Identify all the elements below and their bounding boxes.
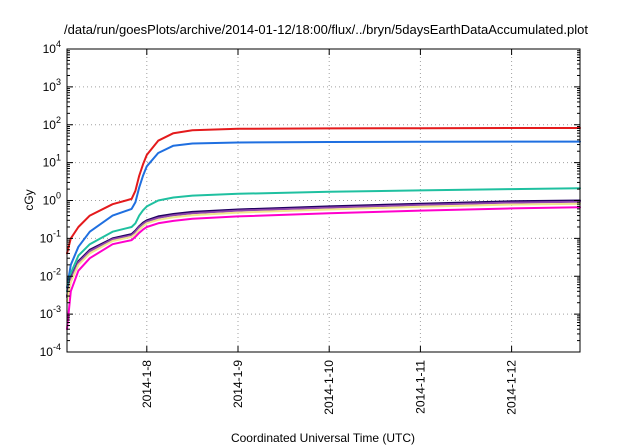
x-tick-label: 2014-1-8: [140, 360, 154, 408]
grid: [67, 49, 580, 352]
chart-title: /data/run/goesPlots/archive/2014-01-12/1…: [64, 22, 588, 37]
series-line-2: [66, 140, 581, 289]
y-tick-label: 10-3: [40, 304, 61, 321]
y-tick-label: 103: [43, 77, 61, 94]
y-tick-label: 104: [43, 39, 61, 56]
series-line-4: [66, 199, 581, 298]
x-tick-label: 2014-1-10: [322, 360, 336, 415]
series-group: [66, 127, 581, 331]
y-tick-label: 10-4: [40, 342, 61, 359]
y-tick-label: 101: [43, 153, 61, 170]
series-line-1: [66, 127, 581, 255]
y-axis-label: cGy: [22, 189, 36, 210]
y-tick-label: 102: [43, 115, 61, 132]
x-tick-label: 2014-1-11: [413, 360, 427, 414]
y-tick-label: 10-2: [40, 266, 61, 283]
y-ticks: 10-4 10-3 10-2 10-1 100 101 102 103 104: [40, 39, 580, 359]
series-line-5: [66, 200, 581, 299]
x-axis-label: Coordinated Universal Time (UTC): [231, 431, 415, 445]
x-tick-label: 2014-1-12: [505, 360, 519, 415]
series-line-6: [66, 202, 581, 303]
series-line-7: [66, 206, 581, 331]
series-line-3: [66, 187, 581, 293]
y-tick-label: 100: [43, 191, 61, 208]
x-tick-label: 2014-1-9: [231, 360, 245, 408]
x-ticks: 2014-1-8 2014-1-9 2014-1-10 2014-1-11 2014-1…: [140, 49, 519, 415]
y-tick-label: 10-1: [40, 228, 61, 245]
